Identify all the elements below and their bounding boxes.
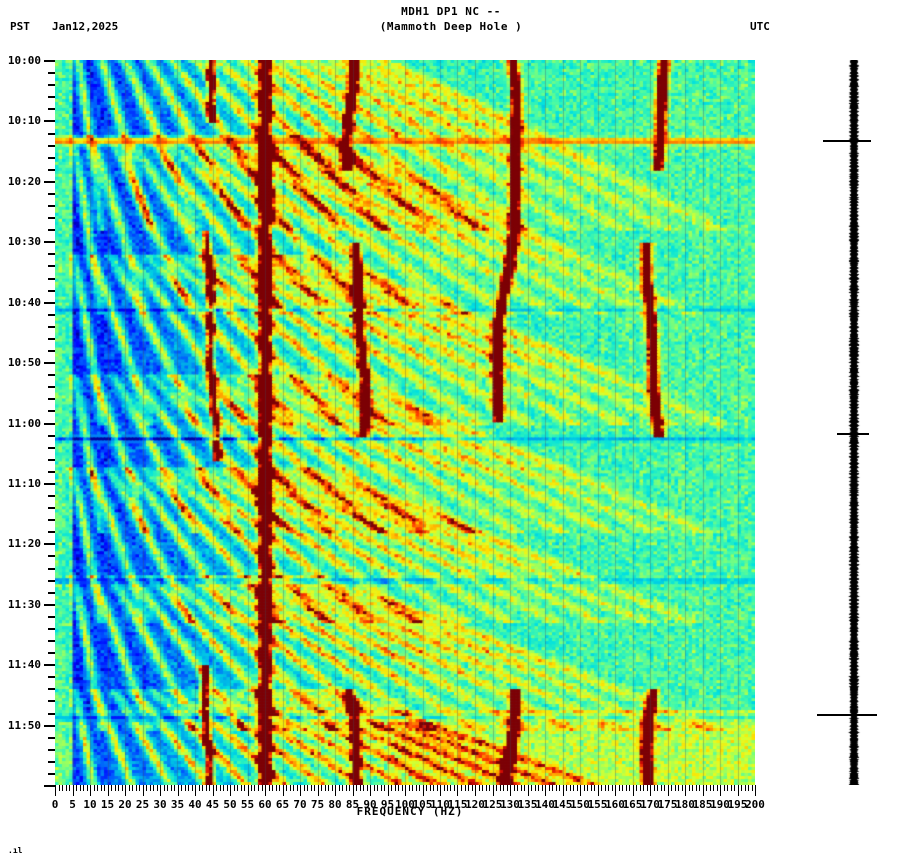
frequency-tick-label: 70 [293, 798, 307, 811]
frequency-tick-label: 85 [345, 798, 360, 811]
time-tick-label-pst: 11:00 [7, 417, 41, 430]
frequency-tick-label: 65 [275, 798, 290, 811]
helicorder-canvas [845, 60, 863, 785]
spectrogram-plot[interactable] [55, 60, 755, 785]
frequency-tick-label: 110 [430, 798, 450, 811]
frequency-tick-label: 100 [395, 798, 415, 811]
corner-artifact: .ıl [8, 846, 23, 855]
frequency-tick-label: 45 [205, 798, 220, 811]
frequency-tick-label: 40 [188, 798, 202, 811]
right-timezone-label: UTC [750, 20, 770, 33]
frequency-tick-label: 35 [170, 798, 185, 811]
frequency-tick-label: 80 [328, 798, 342, 811]
frequency-tick-label: 120 [465, 798, 485, 811]
frequency-tick-label: 170 [640, 798, 660, 811]
time-axis-pst: 10:00 10:10 10:20 10:30 10:40 10:50 11:00 11:10… [0, 0, 55, 864]
frequency-tick-label: 200 [745, 798, 765, 811]
frequency-tick-label: 130 [500, 798, 520, 811]
frequency-tick-label: 30 [153, 798, 167, 811]
frequency-tick-label: 15 [100, 798, 115, 811]
time-tick-label-pst: 11:20 [7, 537, 41, 550]
frequency-tick-label: 10 [83, 798, 97, 811]
frequency-tick-label: 105 [412, 798, 433, 811]
frequency-tick-label: 90 [363, 798, 377, 811]
frequency-tick-label: 55 [240, 798, 255, 811]
frequency-tick-label: 25 [135, 798, 150, 811]
frequency-tick-label: 185 [692, 798, 713, 811]
frequency-tick-label: 135 [517, 798, 538, 811]
time-tick-label-pst: 10:00 [7, 54, 41, 67]
helicorder-time-mark [817, 714, 877, 716]
time-tick-label-pst: 11:50 [7, 719, 41, 732]
frequency-tick-label: 140 [535, 798, 555, 811]
time-tick-label-pst: 10:30 [7, 235, 41, 248]
frequency-tick-label: 50 [223, 798, 237, 811]
frequency-tick-label: 160 [605, 798, 625, 811]
time-tick-label-pst: 10:50 [7, 356, 41, 369]
frequency-axis-label: FREQUENCY (HZ) [356, 805, 464, 818]
time-tick-label-pst: 11:40 [7, 658, 41, 671]
page-subtitle: (Mammoth Deep Hole ) [379, 20, 523, 33]
frequency-tick-label: 75 [310, 798, 325, 811]
frequency-tick-label: 190 [710, 798, 730, 811]
spectrogram-canvas [55, 60, 755, 785]
frequency-tick-label: 150 [570, 798, 590, 811]
helicorder-trace [845, 60, 863, 785]
frequency-tick-label: 195 [727, 798, 748, 811]
frequency-tick-label: 0 [51, 798, 59, 811]
time-tick-label-pst: 11:10 [7, 477, 41, 490]
date-label: Jan12,2025 [52, 20, 119, 33]
left-timezone-label: PST [10, 20, 30, 33]
time-tick-label-pst: 10:10 [7, 114, 41, 127]
frequency-tick-label: 145 [552, 798, 573, 811]
frequency-tick-label: 60 [258, 798, 272, 811]
helicorder-time-mark [837, 433, 869, 435]
frequency-tick-label: 125 [482, 798, 503, 811]
page-title: MDH1 DP1 NC -- [401, 5, 501, 18]
time-tick-label-pst: 11:30 [7, 598, 41, 611]
frequency-tick-label: 20 [118, 798, 132, 811]
frequency-tick-label: 5 [69, 798, 76, 811]
frequency-tick-label: 180 [675, 798, 695, 811]
frequency-tick-label: 175 [657, 798, 678, 811]
frequency-tick-label: 155 [587, 798, 608, 811]
time-tick-label-pst: 10:40 [7, 296, 41, 309]
frequency-tick-label: 165 [622, 798, 643, 811]
frequency-tick-label: 95 [380, 798, 395, 811]
frequency-tick-label: 115 [447, 798, 468, 811]
helicorder-time-mark [823, 140, 871, 142]
time-tick-label-pst: 10:20 [7, 175, 41, 188]
